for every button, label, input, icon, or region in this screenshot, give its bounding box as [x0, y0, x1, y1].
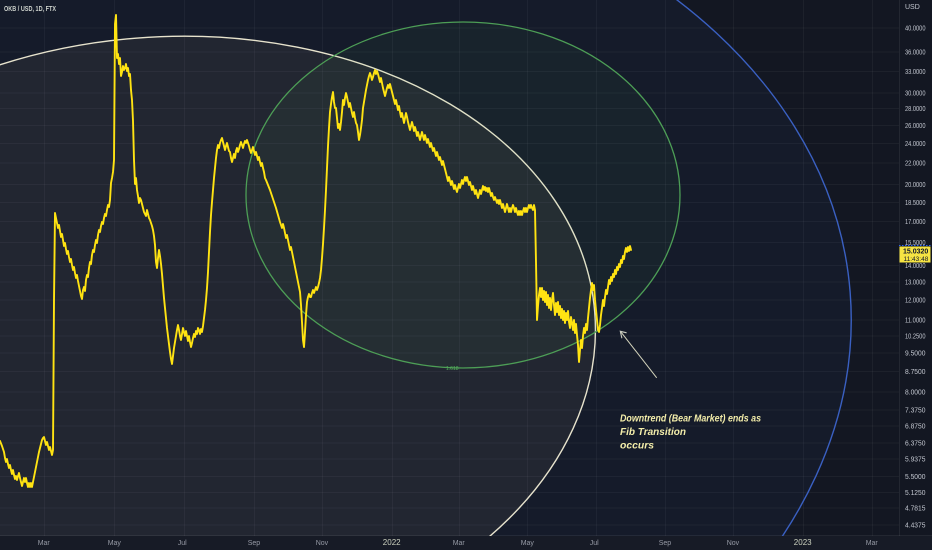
- svg-text:22.0000: 22.0000: [905, 161, 926, 168]
- svg-text:24.0000: 24.0000: [905, 141, 926, 148]
- svg-text:7.3750: 7.3750: [905, 408, 926, 415]
- svg-text:Nov: Nov: [727, 540, 740, 547]
- svg-text:Jul: Jul: [590, 540, 599, 547]
- svg-text:26.0000: 26.0000: [905, 123, 926, 130]
- svg-text:8.7500: 8.7500: [905, 369, 926, 376]
- svg-text:12.0000: 12.0000: [905, 298, 926, 305]
- svg-text:20.0000: 20.0000: [905, 182, 926, 189]
- svg-text:30.0000: 30.0000: [905, 91, 926, 98]
- svg-text:5.9375: 5.9375: [905, 457, 926, 464]
- svg-text:1.618: 1.618: [446, 366, 459, 372]
- svg-text:5.5000: 5.5000: [905, 474, 926, 481]
- svg-text:Jul: Jul: [178, 540, 187, 547]
- svg-text:2023: 2023: [794, 538, 812, 547]
- svg-text:Mar: Mar: [453, 540, 466, 547]
- svg-text:OKB / USD, 1D, FTX: OKB / USD, 1D, FTX: [4, 4, 56, 13]
- svg-text:occurs: occurs: [620, 440, 654, 452]
- svg-text:USD: USD: [905, 4, 920, 11]
- svg-text:May: May: [521, 540, 535, 547]
- svg-text:8.0000: 8.0000: [905, 389, 926, 396]
- svg-text:9.5000: 9.5000: [905, 350, 926, 357]
- svg-text:17.0000: 17.0000: [905, 219, 926, 226]
- svg-text:Sep: Sep: [659, 540, 672, 547]
- svg-text:15.0320: 15.0320: [903, 249, 928, 256]
- svg-text:May: May: [108, 540, 122, 547]
- svg-text:4.4375: 4.4375: [905, 523, 926, 530]
- svg-text:11.0000: 11.0000: [905, 317, 926, 324]
- svg-text:6.8750: 6.8750: [905, 424, 926, 431]
- svg-text:11:43:48: 11:43:48: [904, 256, 929, 263]
- svg-text:Mar: Mar: [866, 540, 879, 547]
- svg-text:5.1250: 5.1250: [905, 490, 926, 497]
- svg-text:Mar: Mar: [38, 540, 51, 547]
- svg-text:18.5000: 18.5000: [905, 200, 926, 207]
- svg-text:Downtrend (Bear Market) ends a: Downtrend (Bear Market) ends as: [620, 413, 761, 425]
- svg-text:2022: 2022: [383, 538, 401, 547]
- svg-text:15.5000: 15.5000: [905, 240, 926, 247]
- svg-text:4.7815: 4.7815: [905, 506, 926, 513]
- svg-text:Sep: Sep: [248, 540, 261, 547]
- svg-text:10.2500: 10.2500: [905, 333, 926, 340]
- svg-text:Fib Transition: Fib Transition: [620, 426, 686, 438]
- svg-text:33.0000: 33.0000: [905, 69, 926, 76]
- svg-text:14.0000: 14.0000: [905, 263, 926, 270]
- svg-text:40.0000: 40.0000: [905, 26, 926, 33]
- svg-text:6.3750: 6.3750: [905, 441, 926, 448]
- svg-text:13.0000: 13.0000: [905, 280, 926, 287]
- svg-text:36.0000: 36.0000: [905, 49, 926, 56]
- svg-text:Nov: Nov: [316, 540, 329, 547]
- svg-text:28.0000: 28.0000: [905, 106, 926, 113]
